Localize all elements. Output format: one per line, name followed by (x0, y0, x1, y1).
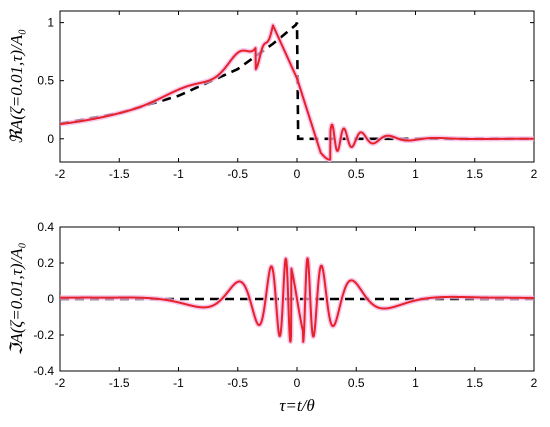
y-tick-label: -0.2 (33, 328, 54, 342)
x-tick-label: 0 (294, 376, 301, 390)
y-axis-title: ℜA(ζ=0.01,τ)/A₀ (7, 29, 26, 144)
series-line-numerical (60, 24, 534, 161)
x-tick-label: 2 (531, 167, 538, 181)
top-panel-real-part: -2 -1.5 -1 -0.5 0 0.5 1 1.5 2 0 0.5 1 ℜA(ζ=0.01,τ)/A… (7, 10, 538, 181)
y-tick-label: 1 (47, 16, 54, 30)
x-tick-label: 2 (531, 376, 538, 390)
y-tick-label: 0.2 (37, 256, 54, 270)
y-tick-label: 0.5 (37, 74, 54, 88)
x-tick-label: -0.5 (227, 376, 248, 390)
y-tick-label: 0.4 (37, 220, 54, 234)
x-tick-label: 0.5 (348, 376, 365, 390)
y-tick-label: 0 (47, 292, 54, 306)
x-tick-label: 0.5 (348, 167, 365, 181)
series-line-numerical (60, 257, 534, 343)
x-tick-label: -0.5 (227, 167, 248, 181)
x-tick-label: -2 (55, 167, 66, 181)
x-tick-label: 1 (412, 167, 419, 181)
y-tick-label: -0.4 (33, 364, 54, 378)
x-tick-label: -1.5 (109, 376, 130, 390)
x-tick-label: -2 (55, 376, 66, 390)
y-axis-title: ℑA(ζ=0.01,τ)/A₀ (7, 242, 26, 355)
x-axis-title: τ=t/θ (279, 396, 314, 415)
y-tick-label: 0 (47, 132, 54, 146)
x-tick-label: -1.5 (109, 167, 130, 181)
bottom-panel-imaginary-part: -2 -1.5 -1 -0.5 0 0.5 1 1.5 2 -0.4 -0.2 0 0.2 0.4 ℑA(ζ… (7, 220, 538, 415)
x-tick-label: -1 (173, 167, 184, 181)
x-tick-label: 1.5 (466, 376, 483, 390)
x-tick-label: 1.5 (466, 167, 483, 181)
x-tick-label: 1 (412, 376, 419, 390)
x-tick-label: -1 (173, 376, 184, 390)
x-tick-label: 0 (294, 167, 301, 181)
